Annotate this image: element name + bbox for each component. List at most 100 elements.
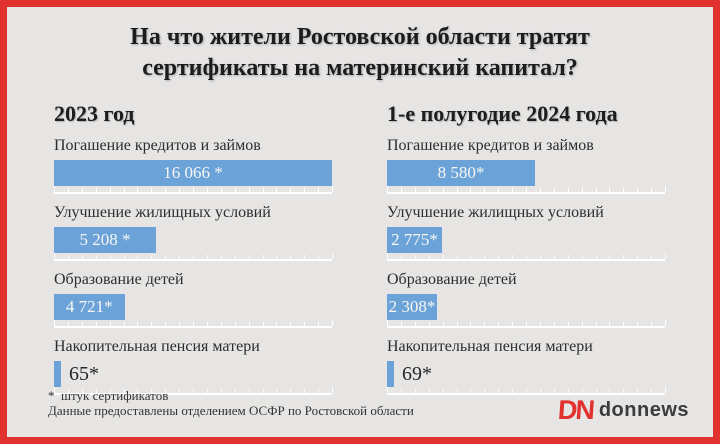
column-header-2024h1: 1-е полугодие 2024 года xyxy=(387,101,618,126)
axis-tick xyxy=(498,389,500,393)
axis-tick xyxy=(262,255,264,259)
bar-value-label: 2 308* xyxy=(388,297,436,316)
axis-tick xyxy=(137,389,139,393)
column-2024h1: 1-е полугодие 2024 года Погашение кредит… xyxy=(387,101,687,395)
axis-tick xyxy=(165,389,167,393)
axis-tick xyxy=(304,188,306,192)
title-line-1: На что жители Ростовской области тратят xyxy=(130,24,590,50)
bar: 8 580* xyxy=(387,160,535,186)
axis-tick xyxy=(484,389,486,393)
axis-tick xyxy=(95,322,97,326)
bar-value-label: 4 721* xyxy=(65,297,113,316)
axis-tick xyxy=(414,389,416,393)
axis-tick xyxy=(332,253,333,259)
axis-tick xyxy=(304,389,306,393)
axis-tick xyxy=(442,255,444,259)
axis-tick xyxy=(428,188,430,192)
axis-tick xyxy=(151,255,153,259)
axis-tick xyxy=(456,255,458,259)
axis-tick xyxy=(595,389,597,393)
axis-tick xyxy=(179,188,181,192)
axis-tick xyxy=(539,188,541,192)
axis-tick xyxy=(512,322,514,326)
bar-row-2024-education: Образование детей 2 308* xyxy=(387,271,687,328)
axis-tick xyxy=(512,188,514,192)
axis-tick xyxy=(400,188,402,192)
column-header-2023: 2023 год xyxy=(54,101,135,126)
axis-tick xyxy=(332,320,333,326)
bar-value-label: 65* xyxy=(68,362,99,385)
axis-tick xyxy=(567,322,569,326)
title-line-2: сертификаты на материнский капитал? xyxy=(142,55,578,81)
axis-tick xyxy=(206,389,208,393)
axis-tick xyxy=(67,389,69,393)
axis-tick xyxy=(137,322,139,326)
axis-tick xyxy=(220,322,222,326)
axis-tick xyxy=(609,188,611,192)
axis-tick xyxy=(109,389,111,393)
axis-tick xyxy=(414,255,416,259)
axis-tick xyxy=(248,255,250,259)
axis-tick xyxy=(567,255,569,259)
axis-tick xyxy=(623,255,625,259)
axis-tick xyxy=(623,389,625,393)
bar: 4 721* xyxy=(54,294,125,320)
axis-tick xyxy=(387,253,388,259)
axis-tick xyxy=(332,387,333,393)
bar-row-2024-housing: Улучшение жилищных условий 2 775* xyxy=(387,204,687,261)
axis-tick xyxy=(609,389,611,393)
axis-tick xyxy=(179,255,181,259)
axis-tick xyxy=(165,322,167,326)
axis-tick xyxy=(290,188,292,192)
bar-row-2023-education: Образование детей 4 721* xyxy=(54,271,354,328)
axis-tick xyxy=(206,255,208,259)
axis-tick xyxy=(262,322,264,326)
axis-tick xyxy=(637,188,639,192)
bar-row-2024-credits: Погашение кредитов и займов 8 580* xyxy=(387,137,687,194)
axis-tick xyxy=(456,322,458,326)
axis-tick xyxy=(220,255,222,259)
axis-tick xyxy=(95,389,97,393)
axis-tick xyxy=(54,387,55,393)
axis-tick xyxy=(387,186,388,192)
axis-tick xyxy=(332,186,333,192)
axis-tick xyxy=(498,255,500,259)
axis-tick xyxy=(428,389,430,393)
bar-track: 5 208 * xyxy=(54,227,332,253)
axis-tick xyxy=(553,322,555,326)
axis-tick xyxy=(539,255,541,259)
axis-tick xyxy=(123,322,125,326)
axis-tick xyxy=(400,322,402,326)
axis-tick xyxy=(539,322,541,326)
axis-ruler xyxy=(54,186,333,194)
axis-tick xyxy=(414,322,416,326)
bar-category-label: Погашение кредитов и займов xyxy=(387,137,594,154)
axis-tick xyxy=(290,255,292,259)
bar xyxy=(54,361,61,387)
bar-value-label: 2 775* xyxy=(391,230,438,249)
bar: 2 308* xyxy=(387,294,438,320)
axis-tick xyxy=(442,188,444,192)
axis-tick xyxy=(262,389,264,393)
page-title: На что жители Ростовской области тратят … xyxy=(7,22,713,84)
axis-tick xyxy=(304,255,306,259)
axis-tick xyxy=(95,188,97,192)
axis-tick xyxy=(123,188,125,192)
axis-tick xyxy=(81,389,83,393)
axis-tick xyxy=(651,322,653,326)
axis-tick xyxy=(539,389,541,393)
axis-tick xyxy=(581,188,583,192)
axis-tick xyxy=(95,255,97,259)
axis-tick xyxy=(651,389,653,393)
axis-ruler xyxy=(387,253,666,261)
axis-tick xyxy=(595,188,597,192)
axis-tick xyxy=(109,255,111,259)
bar: 2 775* xyxy=(387,227,443,253)
axis-tick xyxy=(581,255,583,259)
axis-tick xyxy=(318,255,320,259)
bar-category-label: Накопительная пенсия матери xyxy=(54,338,260,355)
axis-tick xyxy=(234,255,236,259)
axis-tick xyxy=(651,255,653,259)
axis-tick xyxy=(456,188,458,192)
